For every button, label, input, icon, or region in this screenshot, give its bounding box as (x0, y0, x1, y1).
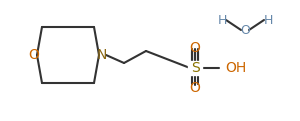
Text: H: H (263, 14, 273, 26)
Text: OH: OH (225, 61, 246, 75)
Bar (188, 61, 202, 75)
Text: N: N (97, 48, 107, 62)
Text: O: O (190, 41, 200, 55)
Text: H: H (217, 14, 227, 26)
Text: S: S (190, 61, 200, 75)
Text: O: O (28, 48, 39, 62)
Text: O: O (240, 23, 250, 37)
Text: S: S (190, 61, 200, 75)
Text: O: O (190, 81, 200, 95)
